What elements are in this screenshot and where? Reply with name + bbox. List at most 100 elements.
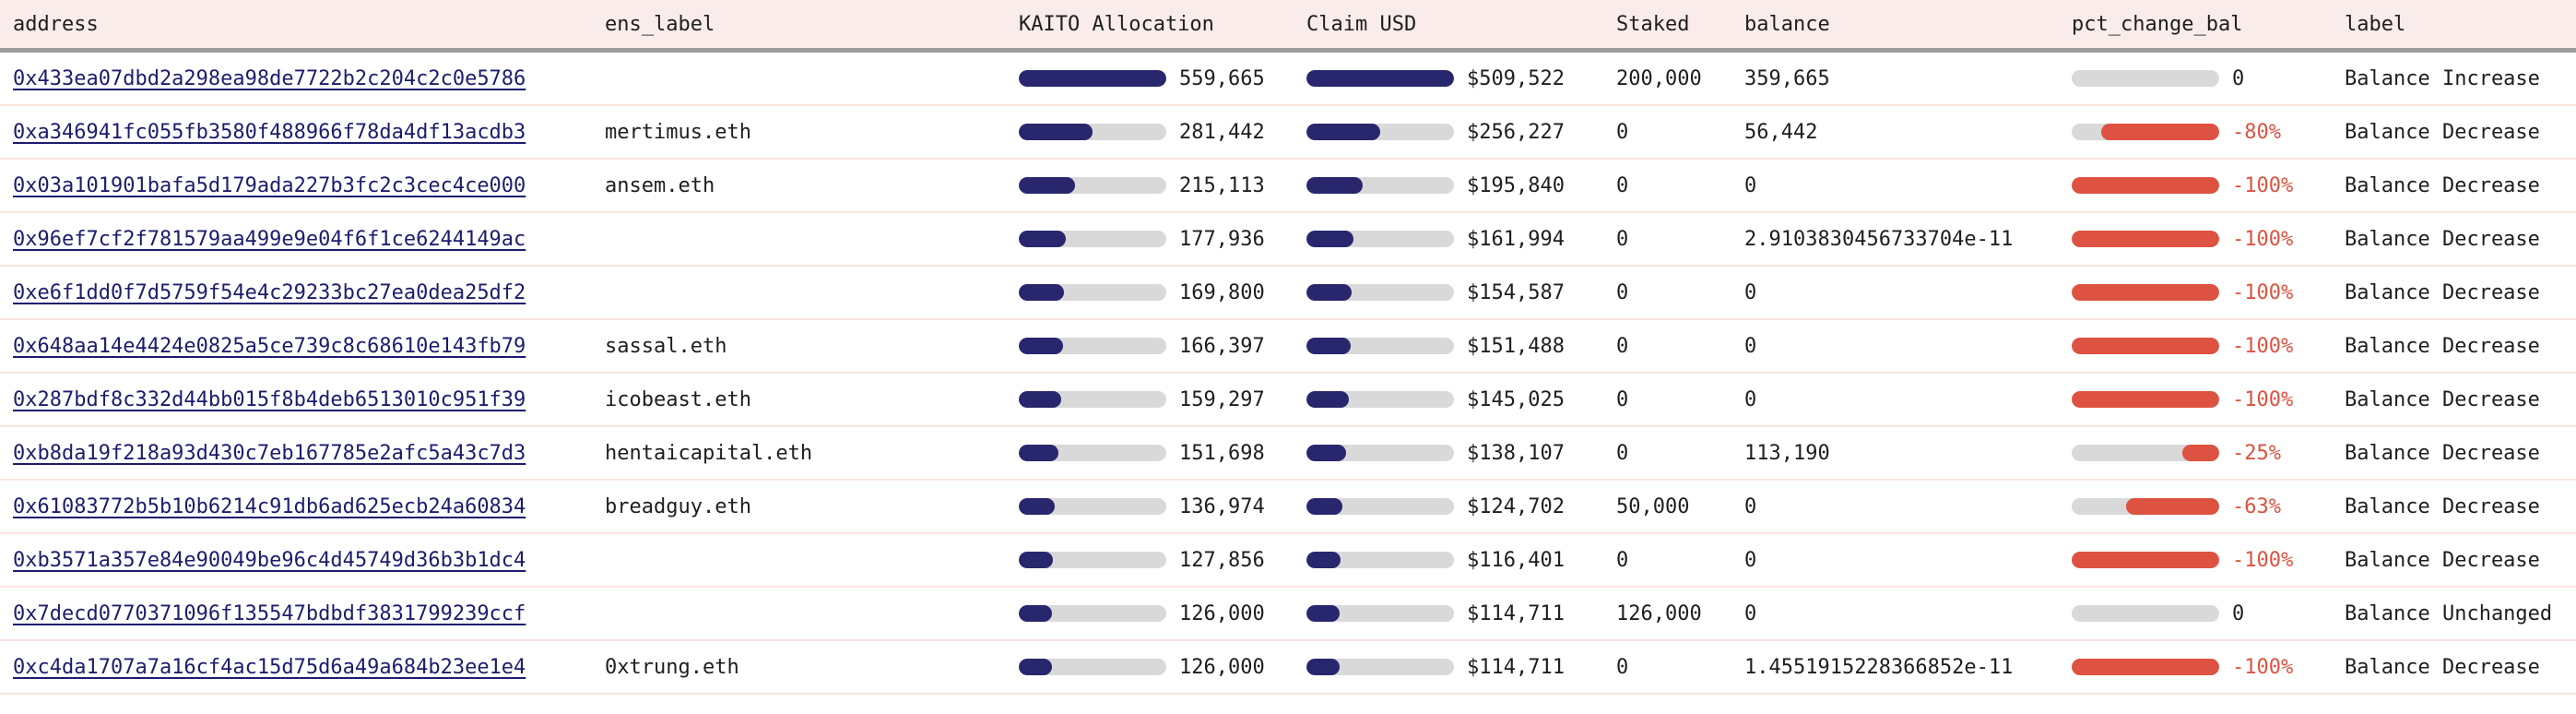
claim-usd-cell: $151,488 (1306, 335, 1616, 358)
pct-bar-track (2072, 231, 2219, 247)
address-link[interactable]: 0x61083772b5b10b6214c91db6ad625ecb24a608… (13, 494, 526, 518)
balance-cell: 0 (1744, 387, 1757, 411)
claim-value: $124,702 (1467, 494, 1565, 518)
claim-bar-track (1306, 338, 1454, 354)
allocation-bar-fill (1019, 338, 1063, 354)
claim-usd-cell: $509,522 (1306, 67, 1616, 90)
allocation-value: 159,297 (1179, 387, 1265, 411)
pct-change-bal-cell: 0 (2072, 67, 2345, 90)
pct-value: -100% (2232, 227, 2294, 251)
address-cell: 0xb3571a357e84e90049be96c4d45749d36b3b1d… (13, 549, 605, 572)
address-link[interactable]: 0xb8da19f218a93d430c7eb167785e2afc5a43c7… (13, 441, 526, 465)
kaito-allocation-cell: 136,974 (1019, 495, 1306, 518)
allocation-bar-track (1019, 177, 1166, 194)
pct-change-bal-cell: -100% (2072, 549, 2345, 572)
address-link[interactable]: 0x648aa14e4424e0825a5ce739c8c68610e143fb… (13, 334, 526, 358)
label-cell: Balance Decrease (2345, 173, 2540, 197)
pct-bar-fill (2072, 391, 2219, 408)
claim-bar-track (1306, 284, 1454, 301)
address-link[interactable]: 0x287bdf8c332d44bb015f8b4deb6513010c951f… (13, 387, 526, 411)
address-cell: 0x433ea07dbd2a298ea98de7722b2c204c2c0e57… (13, 67, 605, 90)
pct-bar-fill (2072, 659, 2219, 675)
table-row: 0xa346941fc055fb3580f488966f78da4df13acd… (0, 106, 2576, 160)
claim-bar-track (1306, 498, 1454, 515)
allocation-bar-fill (1019, 124, 1093, 140)
label-cell: Balance Decrease (2345, 334, 2540, 358)
pct-bar-track (2072, 659, 2219, 675)
kaito-allocation-cell: 215,113 (1019, 174, 1306, 197)
allocation-bar-fill (1019, 605, 1053, 622)
table-row: 0x61083772b5b10b6214c91db6ad625ecb24a608… (0, 481, 2576, 534)
address-link[interactable]: 0xa346941fc055fb3580f488966f78da4df13acd… (13, 120, 526, 144)
address-link[interactable]: 0xe6f1dd0f7d5759f54e4c29233bc27ea0dea25d… (13, 280, 526, 304)
address-link[interactable]: 0x03a101901bafa5d179ada227b3fc2c3cec4ce0… (13, 173, 526, 197)
claim-bar-fill (1306, 338, 1351, 354)
staked-cell: 200,000 (1616, 66, 1702, 90)
table-header-row: address ens_label KAITO Allocation Claim… (0, 0, 2576, 53)
address-link[interactable]: 0x7decd0770371096f135547bdbdf3831799239c… (13, 601, 526, 625)
table-body: 0x433ea07dbd2a298ea98de7722b2c204c2c0e57… (0, 53, 2576, 695)
address-link[interactable]: 0x433ea07dbd2a298ea98de7722b2c204c2c0e57… (13, 66, 526, 90)
allocation-value: 127,856 (1179, 548, 1265, 572)
label-cell: Balance Decrease (2345, 120, 2540, 144)
pct-bar-fill (2101, 124, 2219, 140)
kaito-allocation-cell: 166,397 (1019, 335, 1306, 358)
pct-change-bal-cell: -63% (2072, 495, 2345, 518)
column-header-kaito-allocation: KAITO Allocation (1019, 12, 1214, 36)
pct-bar-track (2072, 70, 2219, 87)
pct-bar-fill (2072, 177, 2219, 194)
label-cell: Balance Decrease (2345, 227, 2540, 251)
claim-value: $151,488 (1467, 334, 1565, 358)
allocation-value: 136,974 (1179, 494, 1265, 518)
claim-bar-fill (1306, 231, 1353, 247)
table-row: 0x7decd0770371096f135547bdbdf3831799239c… (0, 588, 2576, 641)
claim-bar-track (1306, 659, 1454, 675)
claim-bar-track (1306, 605, 1454, 622)
claim-bar-fill (1306, 498, 1343, 515)
allocation-bar-track (1019, 445, 1166, 461)
kaito-allocation-cell: 126,000 (1019, 602, 1306, 625)
allocation-bar-fill (1019, 284, 1064, 301)
pct-bar-track (2072, 124, 2219, 140)
staked-cell: 0 (1616, 334, 1629, 358)
kaito-allocation-cell: 126,000 (1019, 656, 1306, 679)
claim-bar-track (1306, 445, 1454, 461)
column-header-pct-change-bal: pct_change_bal (2072, 12, 2243, 36)
claim-bar-fill (1306, 124, 1381, 140)
claim-bar-fill (1306, 177, 1364, 194)
pct-value: -100% (2232, 655, 2294, 679)
column-header-label: label (2345, 12, 2406, 36)
staked-cell: 0 (1616, 173, 1629, 197)
pct-bar-fill (2126, 498, 2219, 515)
label-cell: Balance Increase (2345, 66, 2540, 90)
claim-value: $114,711 (1467, 601, 1565, 625)
label-cell: Balance Decrease (2345, 387, 2540, 411)
claim-value: $154,587 (1467, 280, 1565, 304)
claim-value: $114,711 (1467, 655, 1565, 679)
claim-usd-cell: $124,702 (1306, 495, 1616, 518)
pct-change-bal-cell: 0 (2072, 602, 2345, 625)
staked-cell: 0 (1616, 548, 1629, 572)
claim-bar-fill (1306, 552, 1341, 568)
address-cell: 0x287bdf8c332d44bb015f8b4deb6513010c951f… (13, 388, 605, 411)
address-link[interactable]: 0xb3571a357e84e90049be96c4d45749d36b3b1d… (13, 548, 526, 572)
pct-bar-track (2072, 552, 2219, 568)
claim-usd-cell: $195,840 (1306, 174, 1616, 197)
address-link[interactable]: 0xc4da1707a7a16cf4ac15d75d6a49a684b23ee1… (13, 655, 526, 679)
kaito-allocation-cell: 151,698 (1019, 442, 1306, 465)
claim-usd-cell: $138,107 (1306, 442, 1616, 465)
staked-cell: 0 (1616, 441, 1629, 465)
staked-cell: 126,000 (1616, 601, 1702, 625)
address-link[interactable]: 0x96ef7cf2f781579aa499e9e04f6f1ce6244149… (13, 227, 526, 251)
pct-value: -80% (2232, 120, 2281, 144)
ens-label-cell: breadguy.eth (605, 494, 751, 518)
claim-bar-fill (1306, 659, 1341, 675)
claim-value: $509,522 (1467, 66, 1565, 90)
allocation-value: 177,936 (1179, 227, 1265, 251)
claim-bar-fill (1306, 284, 1352, 301)
pct-change-bal-cell: -100% (2072, 656, 2345, 679)
allocation-value: 126,000 (1179, 601, 1265, 625)
table-row: 0x287bdf8c332d44bb015f8b4deb6513010c951f… (0, 374, 2576, 427)
claim-usd-cell: $145,025 (1306, 388, 1616, 411)
staked-cell: 0 (1616, 280, 1629, 304)
